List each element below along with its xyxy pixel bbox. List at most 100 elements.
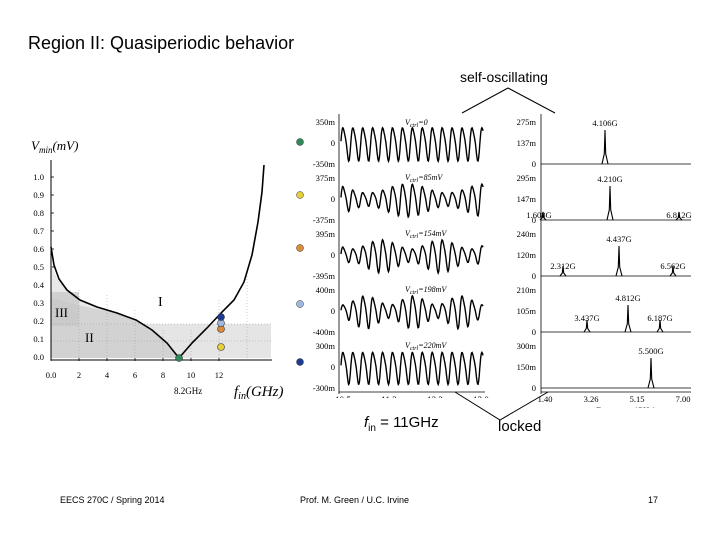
- locked-annotation: locked: [498, 418, 542, 435]
- vctrl-note: Vctrl=154mV: [405, 229, 447, 240]
- spectrum-peak: [606, 185, 614, 221]
- row-marker-yellow: [296, 191, 304, 199]
- y-axis-label: Vmin(mV): [31, 138, 78, 155]
- peak-label: 2.312G: [550, 261, 575, 271]
- y-tick-label: 0.9: [33, 190, 44, 200]
- x-tick-label: 10: [187, 370, 196, 380]
- input-frequency-label: fin = 11GHz: [364, 414, 439, 434]
- locked-bracket: [454, 391, 549, 421]
- spectrum-peak: [656, 319, 664, 333]
- region-iii-band: [51, 292, 79, 326]
- lock-range-plot: Vmin(mV) 1.0 0.9 0.8 0.7 0.6 0.5 0.4 0.3 0.2 0.1 0…: [31, 138, 283, 402]
- spectrum-top-label: 275m: [517, 117, 537, 127]
- region-label-i: I: [158, 295, 163, 310]
- marker-dark-blue: [217, 313, 225, 321]
- peak-label: 6.812G: [666, 210, 691, 220]
- y-tick-label: 0.5: [33, 262, 44, 272]
- x-tick-label: 12: [215, 370, 224, 380]
- waveform-top-label: 395m: [316, 229, 336, 239]
- spectrum-top-label: 300m: [517, 341, 537, 351]
- peak-label: 4.210G: [597, 174, 622, 184]
- spectrum-peak: [539, 211, 547, 221]
- peak-label: 1.608G: [526, 210, 551, 220]
- spectrum-peak: [669, 265, 677, 277]
- waveform-bottom-label: -375m: [313, 215, 336, 225]
- waveform-mid-label: 0: [331, 250, 335, 260]
- y-tick-label: 0.0: [33, 352, 44, 362]
- x-axis-ticks: 0.0 2 4 6 8 10 12: [46, 358, 224, 380]
- spectrum-top-label: 210m: [517, 285, 537, 295]
- peak-label: 4.812G: [615, 293, 640, 303]
- y-tick-label: 0.2: [33, 316, 44, 326]
- y-tick-label: 0.6: [33, 244, 44, 254]
- x-tick-label: 8: [161, 370, 165, 380]
- waveform-x-tick: 13.0: [473, 395, 489, 398]
- x-tick-label: 6: [133, 370, 137, 380]
- spectrum-bottom-label: 0: [532, 327, 536, 337]
- spectrum-x-label: Frequency (GHz): [596, 405, 656, 408]
- x-tick-label: 4: [105, 370, 110, 380]
- page-number: 17: [648, 495, 659, 505]
- x-tick-label: 2: [77, 370, 81, 380]
- spectrum-peak: [559, 265, 567, 277]
- waveform-note-bg: [403, 284, 447, 294]
- waveform-trace: [340, 351, 484, 387]
- row-marker-green: [296, 138, 304, 146]
- waveform-x-tick: 10.5: [335, 395, 351, 398]
- spectrum-mid-label: 105m: [517, 306, 537, 316]
- waveform-bottom-label: -400m: [313, 327, 336, 337]
- spectrum-row: 210m 105m 0 4.812G 3.437G 6.187G: [517, 285, 691, 337]
- spectrum-top-label: 295m: [517, 173, 537, 183]
- vctrl-note: Vctrl=198mV: [405, 285, 447, 296]
- region-label-ii: II: [85, 330, 94, 345]
- waveform-x-tick: 11.3: [381, 395, 397, 398]
- waveform-trace: [340, 126, 484, 164]
- waveform-bottom-label: -300m: [313, 383, 336, 393]
- spectrum-x-tick: 3.26: [584, 394, 599, 404]
- y-tick-label: 1.0: [33, 172, 44, 182]
- waveform-mid-label: 0: [331, 306, 335, 316]
- peak-label: 5.500G: [638, 346, 663, 356]
- waveform-mid-label: 0: [331, 362, 335, 372]
- waveform-bottom-label: -350m: [313, 159, 336, 169]
- waveform-row: 395m 0 -395m Vctrl=154mV: [313, 228, 484, 281]
- footer-course: EECS 270C / Spring 2014: [60, 495, 165, 505]
- waveform-x-tick: 12.2: [427, 395, 443, 398]
- waveform-row: 400m 0 -400m Vctrl=198mV: [313, 284, 484, 337]
- vctrl-note: Vctrl=0: [405, 118, 428, 129]
- spectrum-x-tick: 7.00: [676, 394, 691, 404]
- lock-range-curve: [50, 164, 265, 360]
- spectrum-peak: [601, 129, 609, 165]
- svg-text:Vmin(mV): Vmin(mV): [31, 138, 78, 155]
- marker-yellow: [217, 343, 225, 351]
- x-axis-label: fin(GHz): [234, 384, 283, 402]
- y-tick-label: 0.4: [33, 280, 44, 290]
- spectrum-peak: [583, 319, 591, 333]
- row-markers: [296, 138, 304, 366]
- waveform-row: 300m 0 -300m Vctrl=220mV: [313, 340, 484, 393]
- waveform-top-label: 300m: [316, 341, 336, 351]
- waveform-note-bg: [403, 228, 447, 238]
- spectrum-mid-label: 147m: [517, 194, 537, 204]
- vctrl-note: Vctrl=85mV: [405, 173, 443, 184]
- spectrum-x-tick: 5.15: [630, 394, 645, 404]
- spectrum-row: 275m 137m 0 4.106G: [517, 117, 691, 169]
- spectrum-bottom-label: 0: [532, 271, 536, 281]
- spectrum-mid-label: 137m: [517, 138, 537, 148]
- peak-label: 6.187G: [647, 313, 672, 323]
- y-tick-label: 0.8: [33, 208, 44, 218]
- row-marker-orange: [296, 244, 304, 252]
- y-tick-label: 0.1: [33, 334, 44, 344]
- waveform-bottom-label: -395m: [313, 271, 336, 281]
- y-axis-ticks: 1.0 0.9 0.8 0.7 0.6 0.5 0.4 0.3 0.2 0.1 0.0: [33, 172, 54, 362]
- slide-title: Region II: Quasiperiodic behavior: [28, 33, 295, 53]
- row-marker-dark-blue: [296, 358, 304, 366]
- peak-label: 3.437G: [574, 313, 599, 323]
- spectrum-peak: [675, 211, 683, 221]
- waveform-top-label: 400m: [316, 285, 336, 295]
- x-tick-label: 0.0: [46, 370, 57, 380]
- row-marker-light-blue: [296, 300, 304, 308]
- peak-label: 4.437G: [606, 234, 631, 244]
- waveform-note-bg: [403, 340, 447, 350]
